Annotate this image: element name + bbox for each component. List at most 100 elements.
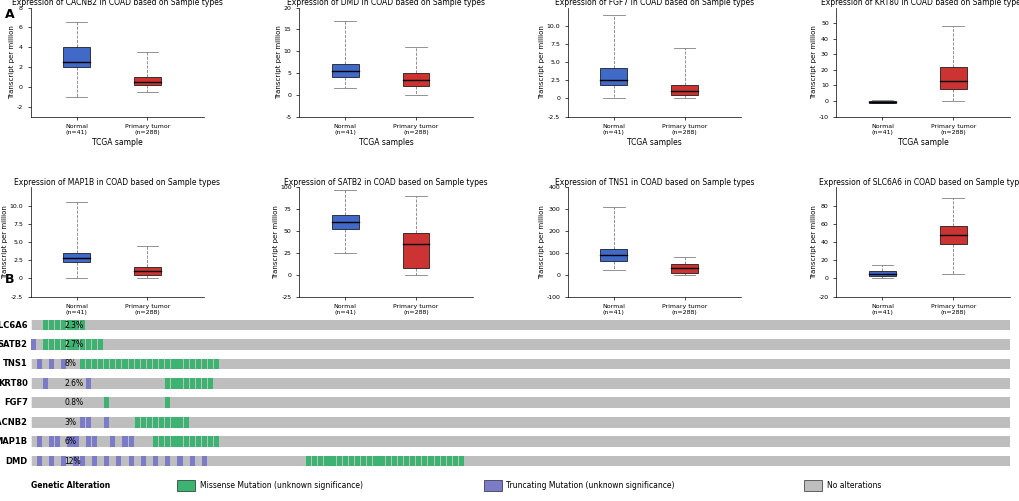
Bar <box>177 378 182 389</box>
Text: 3%: 3% <box>64 418 76 427</box>
Y-axis label: Transcript per million: Transcript per million <box>276 25 282 99</box>
Bar <box>147 417 152 427</box>
Bar <box>938 225 966 244</box>
Bar <box>416 456 421 466</box>
Bar <box>202 436 207 447</box>
Bar <box>868 101 895 103</box>
Bar <box>397 456 403 466</box>
Bar <box>73 436 78 447</box>
Bar <box>348 456 354 466</box>
Bar <box>410 456 415 466</box>
Bar <box>63 253 90 263</box>
Bar <box>190 436 195 447</box>
Bar <box>43 339 48 350</box>
Bar <box>342 456 347 466</box>
Text: 2.7%: 2.7% <box>64 340 84 349</box>
Title: Expression of DMD in COAD based on Sample types: Expression of DMD in COAD based on Sampl… <box>286 0 484 7</box>
Bar <box>208 359 213 369</box>
Bar <box>183 417 189 427</box>
Bar <box>86 378 91 389</box>
Bar <box>483 480 501 491</box>
X-axis label: TCGA sample: TCGA sample <box>92 318 143 327</box>
Bar <box>141 456 146 466</box>
Bar <box>37 359 42 369</box>
Text: 8%: 8% <box>64 359 76 368</box>
Bar <box>183 378 189 389</box>
X-axis label: TCGA samples: TCGA samples <box>895 318 950 327</box>
Bar <box>440 456 445 466</box>
Bar <box>214 436 219 447</box>
Y-axis label: Transcript per million: Transcript per million <box>539 25 545 99</box>
Bar <box>128 436 133 447</box>
Bar <box>79 320 85 330</box>
Text: Missense Mutation (unknown significance): Missense Mutation (unknown significance) <box>200 481 363 490</box>
Bar <box>31 320 1009 330</box>
Bar <box>868 271 895 276</box>
Bar <box>600 68 627 85</box>
Bar <box>104 397 109 408</box>
Bar <box>159 417 164 427</box>
Bar <box>177 436 182 447</box>
Bar <box>208 436 213 447</box>
Bar <box>116 359 121 369</box>
Bar <box>67 339 72 350</box>
Bar <box>671 264 697 273</box>
X-axis label: TCGA sample: TCGA sample <box>92 138 143 147</box>
Bar <box>159 436 164 447</box>
Text: Genetic Alteration: Genetic Alteration <box>31 481 110 490</box>
Bar <box>403 233 429 268</box>
Bar <box>73 320 78 330</box>
Bar <box>422 456 427 466</box>
Bar <box>49 339 54 350</box>
Bar <box>452 456 458 466</box>
Bar <box>190 456 195 466</box>
Text: 6%: 6% <box>64 437 76 446</box>
Bar <box>79 339 85 350</box>
Bar <box>67 320 72 330</box>
Bar <box>43 320 48 330</box>
Bar <box>67 436 72 447</box>
Bar <box>92 436 97 447</box>
Bar <box>324 456 329 466</box>
Y-axis label: Transcript per million: Transcript per million <box>272 205 278 279</box>
Bar <box>361 456 366 466</box>
X-axis label: TCGA samples: TCGA samples <box>358 138 413 147</box>
X-axis label: TCGA samples: TCGA samples <box>627 138 682 147</box>
Bar <box>61 456 66 466</box>
Bar <box>43 378 48 389</box>
Bar <box>202 359 207 369</box>
Bar <box>122 359 127 369</box>
Bar <box>73 339 78 350</box>
X-axis label: TCGA samples: TCGA samples <box>627 318 682 327</box>
Bar <box>159 359 164 369</box>
Bar <box>177 456 182 466</box>
Bar <box>110 359 115 369</box>
Bar <box>165 417 170 427</box>
Bar <box>49 436 54 447</box>
Bar <box>31 339 1009 350</box>
Bar <box>367 456 372 466</box>
Bar <box>63 47 90 67</box>
Bar <box>196 359 201 369</box>
Bar <box>190 378 195 389</box>
Bar <box>92 456 97 466</box>
Bar <box>600 248 627 261</box>
X-axis label: TCGA sample: TCGA sample <box>360 318 411 327</box>
Bar <box>165 378 170 389</box>
Bar <box>165 359 170 369</box>
Bar <box>31 359 1009 369</box>
Bar <box>177 417 182 427</box>
Bar <box>331 64 359 77</box>
Y-axis label: Transcript per million: Transcript per million <box>538 205 544 279</box>
Bar <box>214 359 219 369</box>
Bar <box>141 359 146 369</box>
Bar <box>116 456 121 466</box>
Bar <box>404 456 409 466</box>
Title: Expression of TNS1 in COAD based on Sample types: Expression of TNS1 in COAD based on Samp… <box>554 178 753 187</box>
Bar <box>330 456 335 466</box>
Bar <box>177 359 182 369</box>
Bar <box>373 456 378 466</box>
Bar <box>55 320 60 330</box>
Bar <box>312 456 317 466</box>
Bar <box>355 456 360 466</box>
